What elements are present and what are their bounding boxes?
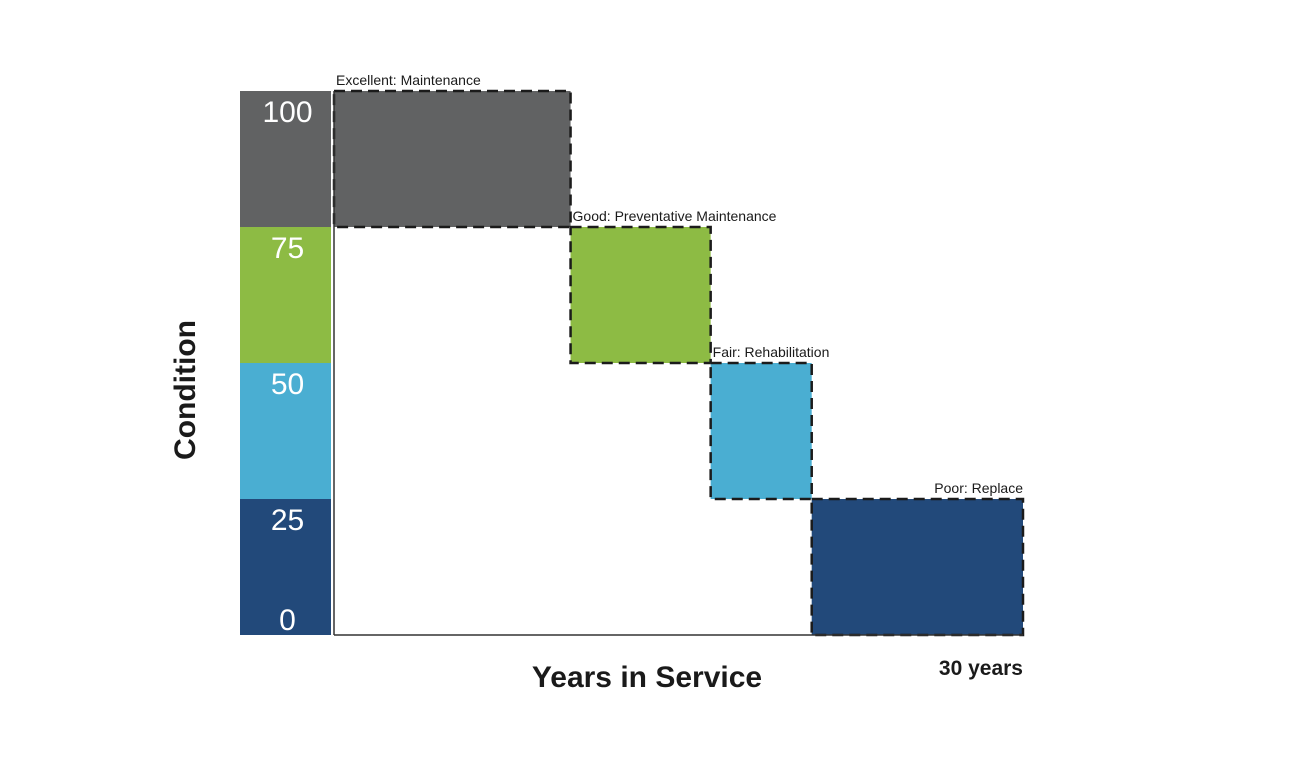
y-tick-label-75: 75 (271, 232, 304, 265)
y-tick-label-0: 0 (279, 604, 296, 637)
y-tick-label-25: 25 (271, 504, 304, 537)
x-axis-end-label: 30 years (939, 657, 1023, 680)
condition-band-0 (240, 91, 331, 227)
y-axis-title: Condition (169, 320, 202, 460)
stage-boxes: Excellent: Maintenance Good: Preventative… (332, 72, 1025, 637)
x-axis-title: Years in Service (532, 661, 762, 694)
stage-box-1 (569, 225, 712, 365)
stage-label-0: Excellent: Maintenance (336, 72, 481, 88)
condition-band-2 (240, 363, 331, 499)
stage-label-3: Poor: Replace (934, 480, 1023, 496)
stage-label-1: Good: Preventative Maintenance (573, 208, 777, 224)
stage-label-2: Fair: Rehabilitation (713, 344, 830, 360)
chart-labels: Condition Years in Service 30 years (169, 320, 1023, 694)
axes (333, 91, 1023, 636)
stage-box-2 (709, 361, 813, 501)
stage-box-3 (810, 497, 1025, 637)
condition-scale: 100 75 50 25 0 (240, 91, 331, 637)
condition-band-3 (240, 499, 331, 635)
y-tick-label-100: 100 (262, 96, 312, 129)
stage-box-0 (332, 89, 572, 229)
y-tick-label-50: 50 (271, 368, 304, 401)
condition-band-1 (240, 227, 331, 363)
